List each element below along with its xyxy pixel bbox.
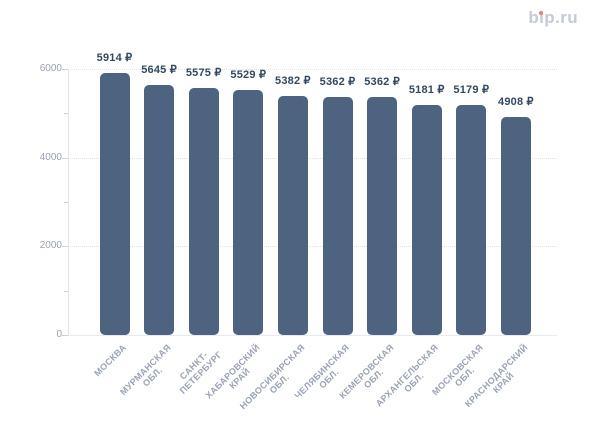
bip-ru-logo: bip.ru [528, 8, 578, 28]
y-axis-tick [62, 335, 68, 336]
bar [277, 96, 308, 335]
logo-i-dot-icon [538, 10, 544, 15]
y-axis-tick [62, 157, 68, 159]
gridline-4000 [68, 157, 557, 159]
bar [144, 84, 175, 335]
bar [322, 97, 353, 335]
bar-value-label: 5529 ₽ [230, 68, 267, 81]
y-tick-label: 0 [56, 329, 62, 340]
category-label: МУРМАНСКАЯ ОБЛ. [117, 342, 173, 398]
bar [367, 97, 398, 335]
gridline-2000 [68, 246, 557, 248]
bar-value-label: 5179 ₽ [453, 84, 490, 97]
bar [99, 72, 130, 335]
y-axis-tick [64, 290, 68, 292]
y-axis-line [68, 69, 69, 335]
bar-value-label: 5362 ₽ [364, 76, 400, 89]
y-tick-label: 6000 [39, 63, 62, 74]
bar [233, 89, 264, 335]
y-tick-label: 4000 [39, 151, 62, 163]
category-label: МОСКВА [91, 342, 128, 379]
bar-value-label: 5575 ₽ [185, 66, 222, 79]
x-axis-baseline [68, 335, 557, 336]
y-axis-tick [62, 246, 68, 248]
gridline-6000 [68, 69, 557, 70]
bar-value-label: 5181 ₽ [408, 84, 445, 97]
bar [411, 105, 442, 335]
bar-value-label: 5382 ₽ [275, 75, 311, 88]
bar-value-label: 5362 ₽ [319, 76, 356, 89]
bar-value-label: 4908 ₽ [498, 96, 534, 109]
bar [188, 87, 219, 335]
y-axis-tick [62, 69, 68, 70]
y-axis-tick [64, 202, 68, 203]
bar [500, 117, 531, 335]
bar-value-label: 5914 ₽ [96, 51, 133, 64]
bar-value-label: 5645 ₽ [141, 63, 177, 76]
y-axis-tick [64, 113, 68, 115]
y-tick-label: 2000 [39, 240, 62, 252]
bar [456, 105, 487, 335]
